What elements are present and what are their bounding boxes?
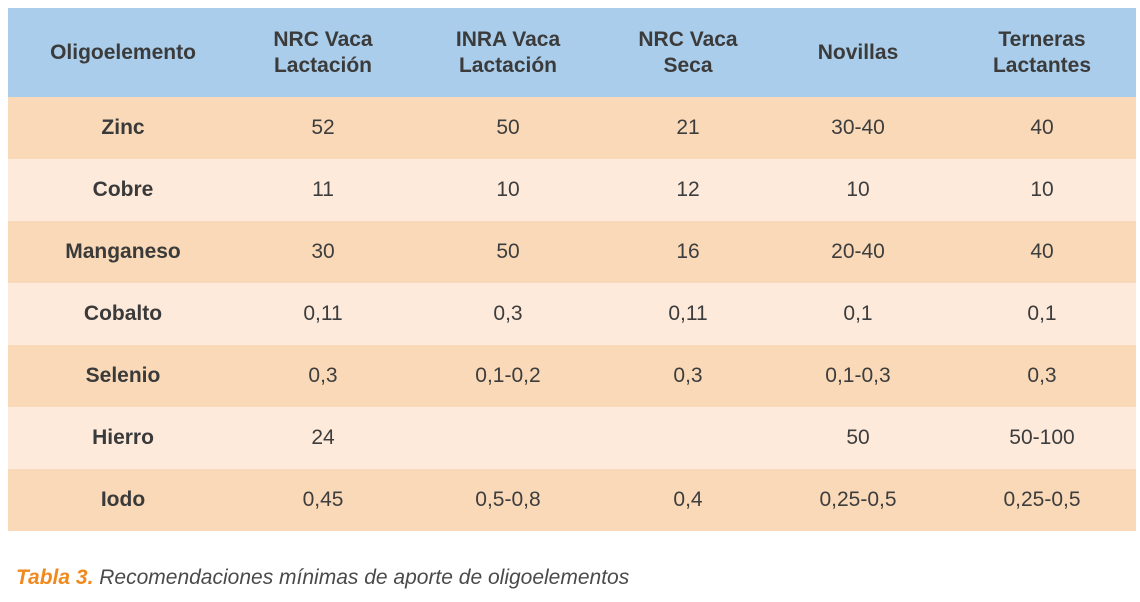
table-cell: 24	[311, 426, 335, 449]
table-cell: 20-40	[831, 240, 885, 263]
oligoelementos-table-container: Oligoelemento NRC Vaca Lactación INRA Va…	[8, 8, 1136, 531]
table-row-zinc: Zinc 52 50 21 30-40 40	[8, 97, 1136, 159]
table-cell: 12	[676, 178, 700, 201]
table-cell: 0,5-0,8	[475, 488, 541, 511]
table-cell: 10	[846, 178, 870, 201]
table-cell: 0,1	[843, 302, 873, 325]
header-oligoelemento: Oligoelemento	[50, 40, 196, 64]
table-row-cobre: Cobre 11 10 12 10 10	[8, 159, 1136, 221]
table-cell: 11	[312, 178, 334, 201]
table-cell: 50	[846, 426, 870, 449]
row-label: Selenio	[85, 364, 161, 387]
header-nrc-vaca-lactacion: NRC Vaca Lactación	[273, 27, 373, 77]
table-cell: 0,3	[308, 364, 338, 387]
table-cell: 0,45	[302, 488, 344, 511]
table-row-selenio: Selenio 0,3 0,1-0,2 0,3 0,1-0,3 0,3	[8, 345, 1136, 407]
caption-text: Recomendaciones mínimas de aporte de oli…	[93, 566, 630, 589]
header-nrc-vaca-seca: NRC Vaca Seca	[638, 27, 738, 77]
table-cell: 0,1-0,3	[825, 364, 891, 387]
table-caption: Tabla 3. Recomendaciones mínimas de apor…	[16, 566, 629, 590]
table-cell: 0,25-0,5	[1003, 488, 1081, 511]
row-label: Hierro	[92, 426, 154, 449]
header-inra-vaca-lactacion: INRA Vaca Lactación	[455, 27, 561, 77]
table-cell: 10	[1030, 178, 1054, 201]
table-cell: 0,1-0,2	[475, 364, 541, 387]
table-cell: 0,3	[493, 302, 523, 325]
row-label: Iodo	[100, 488, 146, 511]
header-row: Oligoelemento NRC Vaca Lactación INRA Va…	[8, 8, 1136, 97]
table-cell: 40	[1030, 116, 1054, 139]
table-cell: 40	[1030, 240, 1054, 263]
table-cell: 52	[311, 116, 335, 139]
table-cell: 50-100	[1009, 426, 1075, 449]
table-cell: 10	[496, 178, 520, 201]
table-header: Oligoelemento NRC Vaca Lactación INRA Va…	[8, 8, 1136, 97]
table-cell: 0,3	[1027, 364, 1057, 387]
table-cell: 50	[496, 116, 520, 139]
table-cell: 0,11	[303, 302, 343, 325]
table-row-iodo: Iodo 0,45 0,5-0,8 0,4 0,25-0,5 0,25-0,5	[8, 469, 1136, 531]
header-terneras-lactantes: Terneras Lactantes	[992, 27, 1092, 77]
row-label: Zinc	[101, 116, 145, 139]
header-novillas: Novillas	[817, 40, 899, 64]
table-cell: 0,4	[673, 488, 703, 511]
table-cell: 16	[676, 240, 700, 263]
table-cell	[408, 407, 608, 469]
table-cell: 21	[676, 116, 700, 139]
row-label: Cobalto	[83, 302, 163, 325]
table-cell: 30-40	[831, 116, 885, 139]
table-cell	[608, 407, 768, 469]
table-cell: 50	[496, 240, 520, 263]
row-label: Manganeso	[65, 240, 181, 263]
table-cell: 0,25-0,5	[819, 488, 897, 511]
table-cell: 0,1	[1027, 302, 1057, 325]
caption-label: Tabla 3.	[16, 566, 94, 589]
oligoelementos-table: Oligoelemento NRC Vaca Lactación INRA Va…	[8, 8, 1136, 531]
table-cell: 30	[311, 240, 335, 263]
row-label: Cobre	[92, 178, 154, 201]
table-row-cobalto: Cobalto 0,11 0,3 0,11 0,1 0,1	[8, 283, 1136, 345]
table-row-hierro: Hierro 24 50 50-100	[8, 407, 1136, 469]
table-body: Zinc 52 50 21 30-40 40 Cobre 11 10 12 10…	[8, 97, 1136, 531]
table-cell: 0,11	[668, 302, 708, 325]
table-cell: 0,3	[673, 364, 703, 387]
table-row-manganeso: Manganeso 30 50 16 20-40 40	[8, 221, 1136, 283]
